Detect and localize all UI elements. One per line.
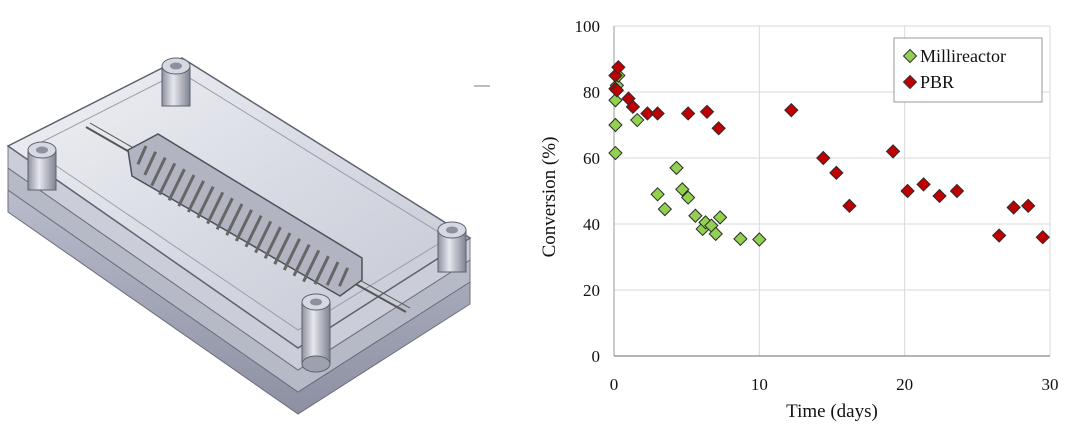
device-pillar <box>158 162 177 196</box>
legend-marker-millireactor <box>902 48 918 64</box>
device-pillar <box>177 174 196 207</box>
y-tick-label: 20 <box>583 281 600 300</box>
point-pbr <box>699 104 715 120</box>
legend-label-pbr: PBR <box>920 72 954 92</box>
device-post-top-right <box>161 57 191 107</box>
axis-tick-labels: 0 20 40 60 80 100 0 10 20 30 <box>575 17 1059 394</box>
device-post-bottom-left <box>301 293 331 373</box>
device-post-top-left <box>27 141 57 191</box>
y-axis-title: Conversion (%) <box>539 137 560 258</box>
device-pillar <box>150 156 167 187</box>
device-outlet-channel <box>351 281 407 313</box>
point-millireactor <box>608 145 623 161</box>
point-millireactor <box>752 232 767 247</box>
device-pillar <box>206 191 225 225</box>
point-millireactor <box>657 201 673 217</box>
device-pillar <box>244 214 263 248</box>
y-tick-label: 60 <box>583 149 600 168</box>
point-millireactor <box>608 117 623 133</box>
point-millireactor <box>608 93 623 108</box>
point-pbr <box>1035 229 1050 245</box>
point-millireactor <box>630 112 645 128</box>
point-pbr <box>1020 198 1036 214</box>
device-pillar <box>234 209 253 242</box>
x-tick-label: 0 <box>610 375 619 394</box>
y-tick-label: 0 <box>592 347 601 366</box>
point-pbr <box>1006 200 1021 215</box>
device-pillar <box>338 267 349 287</box>
point-pbr <box>916 177 931 192</box>
device-pillar <box>302 249 321 283</box>
point-pbr <box>932 188 947 204</box>
point-millireactor <box>680 190 696 205</box>
chart-legend: Millireactor PBR <box>893 37 1043 103</box>
device-pillar <box>325 261 340 286</box>
legend-box <box>893 37 1043 103</box>
device-pillar <box>196 185 215 219</box>
device-pillar <box>263 226 282 260</box>
y-tick-label: 80 <box>583 83 600 102</box>
x-tick-label: 30 <box>1042 375 1059 394</box>
point-pbr <box>711 121 726 136</box>
x-tick-label: 10 <box>751 375 768 394</box>
device-pillar-array <box>136 145 349 287</box>
point-pbr <box>900 183 915 199</box>
device-pillar <box>292 243 311 277</box>
point-millireactor <box>688 208 703 223</box>
device-pillar <box>254 220 273 254</box>
point-pbr <box>650 106 665 121</box>
point-pbr <box>842 198 857 214</box>
point-pbr <box>680 106 696 121</box>
point-pbr <box>609 83 625 98</box>
point-pbr <box>611 60 626 75</box>
point-pbr <box>816 150 831 166</box>
device-pillar <box>186 180 205 213</box>
data-points <box>608 60 1050 247</box>
device-pillar <box>225 203 244 236</box>
y-tick-label: 40 <box>583 215 600 234</box>
legend-marker-pbr <box>902 74 918 90</box>
point-millireactor <box>675 182 690 197</box>
point-pbr <box>640 106 655 121</box>
device-post-bottom-right <box>437 221 467 273</box>
device-pillar <box>215 197 234 231</box>
legend-label-millireactor: Millireactor <box>920 46 1006 66</box>
x-axis-title: Time (days) <box>786 401 878 422</box>
point-pbr <box>885 144 901 159</box>
point-pbr <box>784 102 799 118</box>
point-millireactor <box>733 231 748 247</box>
device-pillar <box>143 151 157 176</box>
device-pillar <box>313 255 330 285</box>
device-pillar <box>167 168 186 202</box>
device-pillar <box>273 232 292 265</box>
device-pillar <box>136 145 148 166</box>
point-millireactor <box>712 210 728 225</box>
point-millireactor <box>669 160 684 176</box>
conversion-chart: 0 20 40 60 80 100 0 10 20 30 Time (days) Conversi… <box>539 17 1059 422</box>
y-tick-label: 100 <box>575 17 601 36</box>
point-millireactor <box>708 226 723 242</box>
point-millireactor <box>650 187 665 202</box>
point-pbr <box>949 183 965 199</box>
millireactor-device-illustration <box>6 57 490 415</box>
point-pbr <box>991 228 1007 243</box>
point-pbr <box>625 99 641 115</box>
x-tick-label: 20 <box>896 375 913 394</box>
point-pbr <box>829 165 844 181</box>
device-pillar <box>282 238 301 271</box>
